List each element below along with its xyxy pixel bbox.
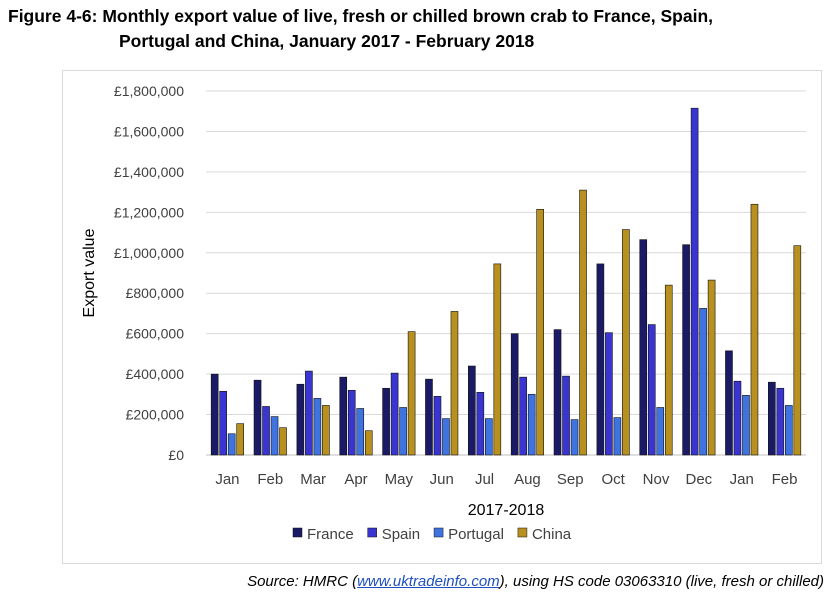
bar-france <box>768 381 776 456</box>
bar-spain <box>262 406 270 456</box>
legend-swatch-portugal <box>433 527 444 538</box>
figure-title-line1: Figure 4-6: Monthly export value of live… <box>8 6 713 26</box>
x-tick-label: Jun <box>430 471 454 488</box>
bar-france <box>596 263 605 456</box>
bar-france <box>468 365 476 456</box>
source-note: Source: HMRC (www.uktradeinfo.com), usin… <box>247 573 824 590</box>
bar-spain <box>347 389 356 456</box>
bar-china <box>279 427 287 456</box>
y-tick-label: £0 <box>168 447 184 463</box>
bar-portugal <box>356 408 365 456</box>
bar-china <box>750 203 759 456</box>
bar-france <box>510 333 519 456</box>
x-tick-label: Nov <box>643 471 670 488</box>
legend-label-china: China <box>532 526 572 543</box>
x-tick-label: Feb <box>257 471 283 488</box>
source-suffix: ), using HS code 03063310 (live, fresh o… <box>499 573 824 590</box>
x-tick-label: Feb <box>772 471 798 488</box>
figure-title-line2: Portugal and China, January 2017 - Febru… <box>119 31 535 51</box>
bar-portugal <box>527 394 536 456</box>
bar-china <box>322 405 330 456</box>
bar-china <box>664 284 673 456</box>
x-tick-label: Jul <box>475 471 494 488</box>
bar-france <box>382 387 390 456</box>
bar-portugal <box>742 395 750 456</box>
bar-spain <box>390 372 399 456</box>
bar-portugal <box>613 417 622 456</box>
bar-spain <box>562 375 570 456</box>
bar-chart: £0 £200,000 £400,000 £600,000 £800,000 £1,000… <box>81 83 806 543</box>
bar-spain <box>605 332 613 456</box>
legend-swatch-spain <box>367 527 377 538</box>
bar-portugal <box>785 405 793 456</box>
legend-swatch-china <box>517 527 528 538</box>
bar-spain <box>476 392 485 456</box>
bar-china <box>622 229 630 456</box>
bar-portugal <box>270 416 279 456</box>
bar-china <box>407 331 416 456</box>
bar-spain <box>305 370 313 456</box>
bar-portugal <box>313 398 322 456</box>
bar-china <box>536 209 544 456</box>
x-axis-label: 2017-2018 <box>468 502 545 519</box>
bar-portugal <box>656 407 665 456</box>
bar-france <box>682 244 690 456</box>
y-tick-label: £200,000 <box>126 407 185 423</box>
x-tick-label: Apr <box>344 471 367 488</box>
x-tick-label: Oct <box>601 471 625 488</box>
bar-spain <box>690 107 699 456</box>
bar-china <box>793 245 802 456</box>
bar-china <box>707 279 716 456</box>
y-tick-label: £1,200,000 <box>114 204 184 220</box>
bar-spain <box>219 390 227 456</box>
x-tick-label: Sep <box>557 471 584 488</box>
bar-france <box>425 378 433 456</box>
bar-china <box>579 189 587 456</box>
bar-china <box>493 263 502 456</box>
bar-france <box>725 350 733 456</box>
bar-china <box>450 311 459 456</box>
bar-china <box>236 423 244 456</box>
bar-france <box>553 329 562 456</box>
bar-spain <box>433 396 442 456</box>
bar-spain <box>733 380 742 456</box>
bar-spain <box>519 376 527 456</box>
x-tick-label: Jan <box>730 471 754 488</box>
bar-spain <box>647 324 656 456</box>
bar-portugal <box>442 418 450 456</box>
bar-portugal <box>485 418 493 456</box>
bar-portugal <box>227 433 236 456</box>
x-tick-label: Jan <box>215 471 239 488</box>
legend-label-portugal: Portugal <box>448 526 504 543</box>
source-link[interactable]: www.uktradeinfo.com <box>357 573 500 590</box>
x-tick-label: May <box>385 471 414 488</box>
y-tick-label: £400,000 <box>126 366 185 382</box>
figure-title: Figure 4-6: Monthly export value of live… <box>8 4 834 54</box>
y-tick-label: £600,000 <box>126 326 185 342</box>
y-tick-label: £1,600,000 <box>114 123 184 139</box>
bar-spain <box>776 387 785 456</box>
bar-france <box>253 379 262 456</box>
y-tick-label: £1,400,000 <box>114 164 184 180</box>
legend-swatch-france <box>292 527 303 538</box>
bar-portugal <box>399 407 407 456</box>
source-prefix: Source: HMRC ( <box>247 573 358 590</box>
bar-china <box>364 430 373 456</box>
y-tick-label: £1,800,000 <box>114 83 184 99</box>
bar-france <box>639 239 648 456</box>
x-tick-label: Aug <box>514 471 541 488</box>
bar-france <box>296 383 305 456</box>
x-tick-label: Mar <box>300 471 326 488</box>
y-tick-label: £800,000 <box>126 285 185 301</box>
x-tick-label: Dec <box>686 471 713 488</box>
bar-france <box>210 373 219 456</box>
bar-portugal <box>570 419 579 456</box>
y-tick-label: £1,000,000 <box>114 245 184 261</box>
legend-label-france: France <box>307 526 354 543</box>
legend-label-spain: Spain <box>382 526 420 543</box>
y-axis-label: Export value <box>81 228 98 317</box>
chart-frame: £0 £200,000 £400,000 £600,000 £800,000 £1,000… <box>62 70 822 564</box>
bar-france <box>339 376 348 456</box>
bar-portugal <box>699 308 707 456</box>
